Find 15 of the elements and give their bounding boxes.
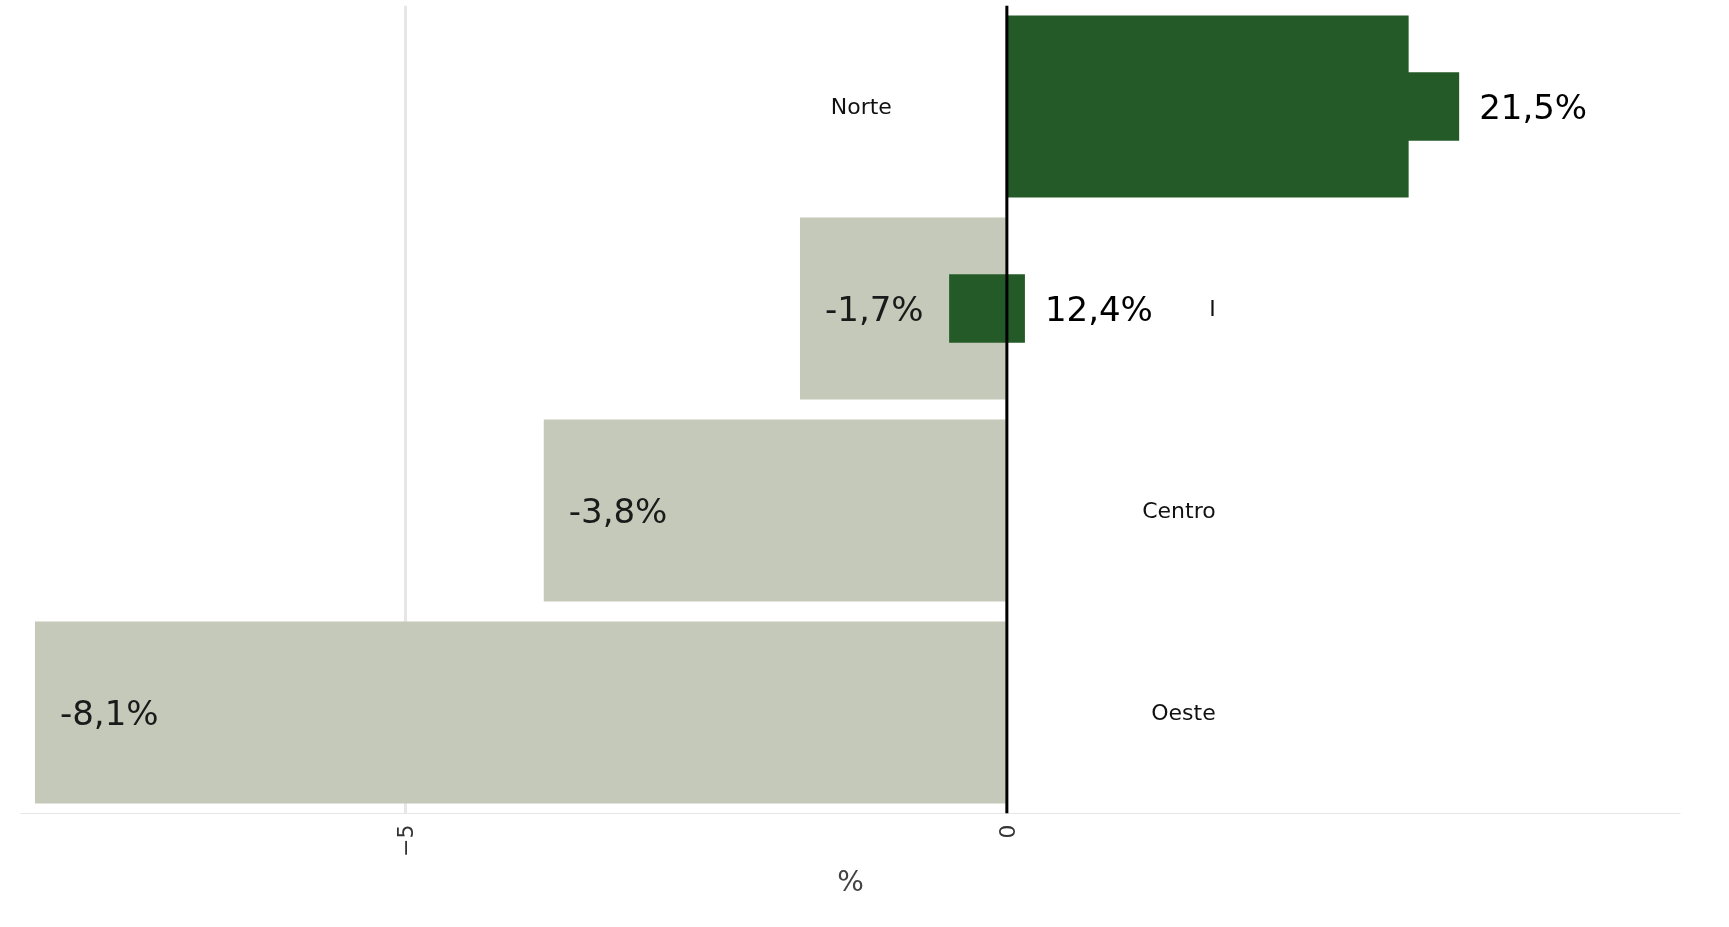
- data-label: -1,7%: [824, 288, 924, 329]
- x-axis-title: %: [837, 864, 864, 898]
- annotation: 12,4%: [1044, 288, 1153, 329]
- data-label: -3,8%: [568, 490, 668, 531]
- bar: [543, 419, 1007, 602]
- bar: [34, 621, 1007, 804]
- y-tick-label: Centro: [1142, 498, 1216, 523]
- y-tick-label: I: [1209, 296, 1216, 321]
- data-label: -8,1%: [59, 692, 159, 733]
- annotation: 21,5%: [1479, 86, 1588, 127]
- x-tick-label: 0: [994, 824, 1020, 839]
- x-tick-label: −5: [393, 824, 419, 857]
- bar: [949, 274, 1025, 343]
- y-tick-label: Norte: [830, 94, 892, 119]
- y-tick-label: Oeste: [1151, 700, 1216, 725]
